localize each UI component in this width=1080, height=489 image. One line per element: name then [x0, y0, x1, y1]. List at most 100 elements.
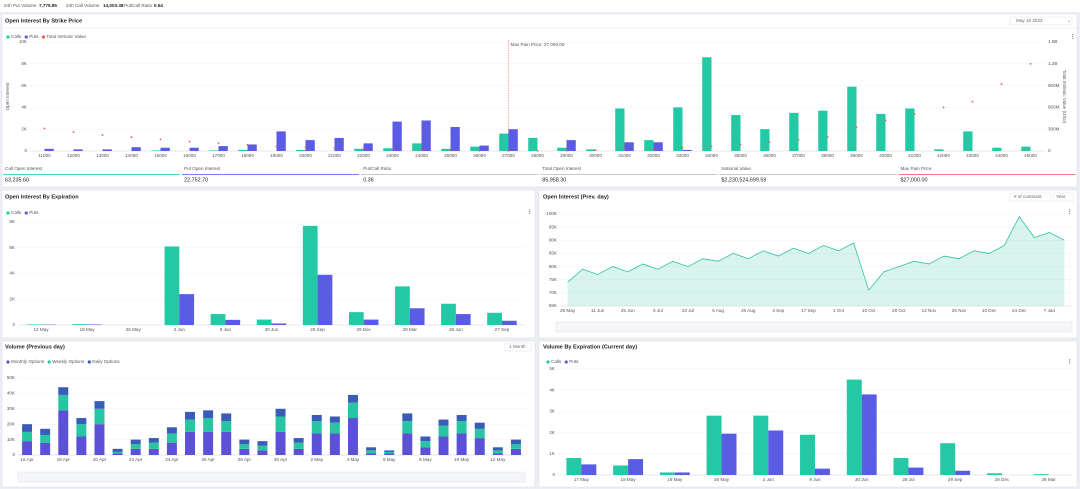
bar: [674, 472, 690, 475]
menu[interactable]: ⋮: [1070, 33, 1076, 40]
x-tick-label: 18 May: [621, 477, 637, 482]
bar-segment: [366, 450, 377, 454]
bar-segment: [293, 448, 304, 455]
y-tick-label: 0: [12, 322, 15, 327]
x-tick-label: 23 Jul: [682, 308, 694, 313]
bar-segment: [402, 421, 413, 434]
x-tick-label: 27000: [502, 153, 515, 158]
menu[interactable]: ⋮: [1067, 208, 1073, 215]
bar: [499, 133, 509, 151]
x-tick-label: 30 Jun: [265, 327, 279, 332]
legend-swatch: [6, 360, 10, 364]
panel-title: Open Interest By Strike Price: [5, 18, 82, 24]
y-tick-label: 6K: [9, 245, 16, 250]
bar: [706, 415, 722, 475]
bar-segment: [438, 436, 449, 455]
x-tick-label: 10 May: [454, 457, 470, 462]
metric-select[interactable]: [1009, 192, 1051, 202]
x-tick-label: 23000: [386, 153, 399, 158]
x-tick-label: 18000: [241, 153, 254, 158]
menu[interactable]: ⋮: [1067, 358, 1073, 365]
bar-segment: [40, 442, 51, 455]
bar-segment: [492, 447, 503, 451]
panel: [1, 340, 536, 488]
navigator[interactable]: [555, 321, 1073, 333]
chevron: ⌄: [1067, 18, 1071, 23]
x-tick-label: 27 Sep: [495, 327, 510, 332]
bar-segment: [456, 414, 467, 422]
bar: [225, 319, 241, 325]
bar: [1033, 474, 1049, 475]
intrinsic-marker: [536, 149, 539, 152]
legend-label: Total Intrinsic Value: [46, 34, 86, 39]
bar: [501, 320, 517, 325]
x-tick-label: 26 Nov: [952, 308, 967, 313]
legend-label: Monthly Options: [11, 359, 45, 364]
bar: [861, 394, 877, 475]
x-tick-label: 28 Apr: [238, 457, 252, 462]
bar: [876, 113, 886, 151]
y2-tick-label: 900M: [1048, 83, 1060, 88]
x-tick-label: 12 Nov: [922, 308, 937, 313]
date-select[interactable]: [1009, 16, 1073, 26]
x-tick-label: 44000: [995, 153, 1008, 158]
bar-segment: [22, 424, 33, 432]
menu[interactable]: ⋮: [527, 208, 533, 215]
y-tick-label: 8K: [9, 219, 16, 224]
bar-segment: [384, 453, 395, 455]
intrinsic-marker: [623, 148, 626, 151]
bar: [450, 127, 460, 151]
intrinsic-marker: [826, 136, 829, 138]
intrinsic-marker: [884, 119, 887, 122]
y-tick-label: 4K: [9, 271, 16, 276]
bar: [818, 110, 828, 151]
intrinsic-marker: [971, 100, 974, 103]
y-tick-label: 90K: [549, 238, 558, 243]
y-tick-label: 4K: [549, 387, 556, 392]
x-tick-label: 20000: [299, 153, 312, 158]
legend-swatch: [546, 360, 550, 364]
x-tick-label: 17 May: [574, 477, 590, 482]
period-select[interactable]: [1052, 192, 1074, 202]
bar: [247, 144, 257, 151]
stat-value: 0.54: [154, 3, 163, 8]
bar: [963, 131, 973, 151]
bar-segment: [257, 441, 268, 446]
bar-segment: [384, 451, 395, 454]
y-tick-label: 40K: [7, 391, 16, 396]
intrinsic-marker: [652, 148, 655, 150]
date-select-label: May 16 2023: [1016, 18, 1043, 23]
summary-accent: [719, 174, 897, 175]
stat-label: 24h Call Volume: [66, 3, 100, 8]
bar-segment: [311, 433, 322, 455]
range-select[interactable]: [504, 342, 532, 352]
intrinsic-marker: [681, 146, 684, 149]
bar: [73, 149, 83, 151]
summary-value: 22,752.70: [184, 177, 208, 183]
bar: [179, 294, 195, 325]
bar: [586, 149, 596, 151]
x-tick-label: 10 Dec: [982, 308, 997, 313]
bar: [271, 323, 287, 325]
navigator[interactable]: [17, 471, 526, 483]
y-tick-label: 85K: [549, 251, 558, 256]
y-tick-label: 20K: [7, 421, 16, 426]
intrinsic-marker: [449, 149, 452, 152]
bar: [409, 308, 425, 325]
bar-segment: [348, 402, 358, 419]
bar-segment: [58, 387, 69, 395]
bar-segment: [148, 448, 159, 455]
bar-segment: [492, 453, 503, 455]
x-tick-label: 26 May: [714, 477, 730, 482]
bar-segment: [510, 448, 521, 455]
x-tick-label: 20 Apr: [93, 457, 107, 462]
bar: [421, 120, 431, 151]
x-tick-label: 45000: [1024, 153, 1037, 158]
intrinsic-marker: [101, 134, 104, 136]
max-pain-label: Max Pain Price: 27,000.00: [511, 42, 565, 47]
bar-segment: [185, 431, 195, 455]
bar-segment: [474, 422, 485, 429]
panel-title: Volume (Previous day): [5, 344, 65, 350]
bar-segment: [438, 425, 449, 437]
x-tick-label: 13000: [96, 153, 109, 158]
